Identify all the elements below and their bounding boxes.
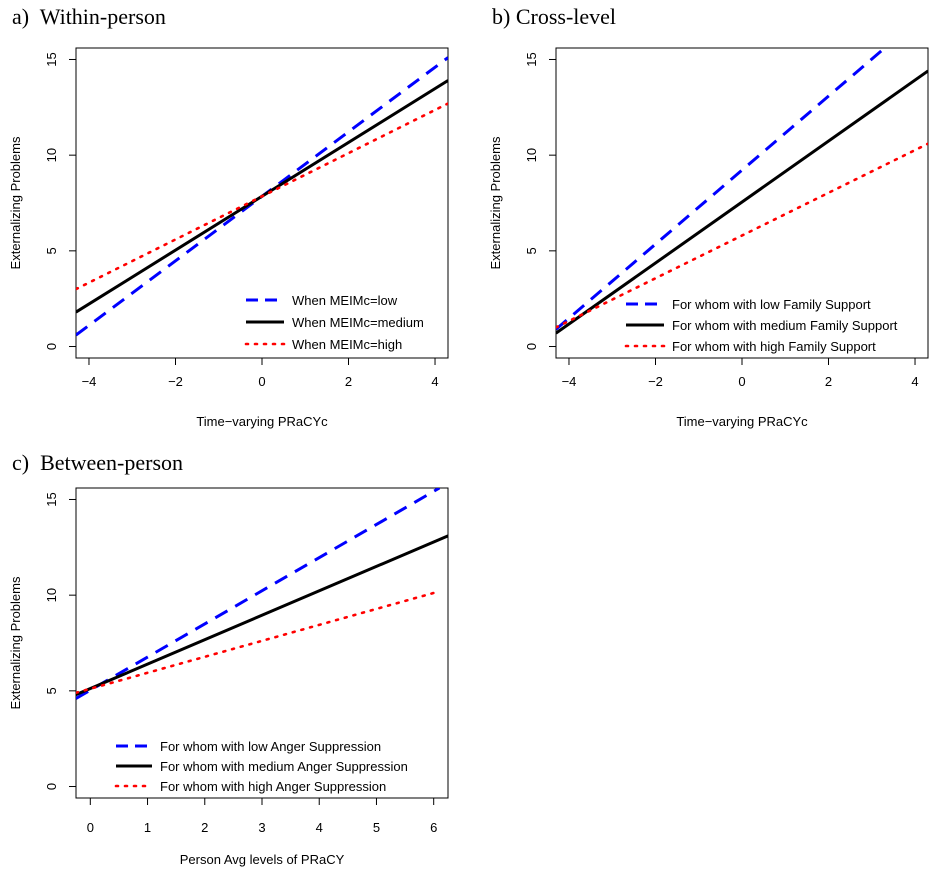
panel-a-legend-label-high: When MEIMc=high: [292, 337, 402, 352]
panel-b-x-tick-label: −2: [648, 374, 663, 389]
panel-c-x-tick-label: 5: [373, 820, 380, 835]
panel-c-legend-label-low: For whom with low Anger Suppression: [160, 739, 381, 754]
panel-c-x-axis-title: Person Avg levels of PRaCY: [180, 852, 345, 867]
panel-a-y-tick-label: 15: [44, 52, 59, 66]
panel-a-x-tick-label: −2: [168, 374, 183, 389]
panel-b-x-tick-label: 2: [825, 374, 832, 389]
panel-b-x-tick-label: 4: [911, 374, 918, 389]
panel-c-title: c) Between-person: [12, 450, 184, 475]
panel-c-y-tick-label: 5: [44, 687, 59, 694]
panel-c-x-tick-label: 6: [430, 820, 437, 835]
panel-b-legend-label-medium: For whom with medium Family Support: [672, 318, 898, 333]
panel-a-plot-frame: [75, 47, 449, 359]
panel-c-series-line-high: [76, 590, 441, 695]
panel-b-y-tick-label: 5: [524, 247, 539, 254]
panel-a-x-tick-label: 2: [345, 374, 352, 389]
panel-b-y-tick-label: 0: [524, 343, 539, 350]
panel-c-y-tick-label: 0: [44, 783, 59, 790]
panel-c-y-axis-title: Externalizing Problems: [8, 576, 23, 709]
panel-c-x-tick-label: 3: [258, 820, 265, 835]
panel-a-x-axis-title: Time−varying PRaCYc: [196, 414, 328, 429]
panel-b-legend-label-low: For whom with low Family Support: [672, 297, 871, 312]
panel-b-x-tick-label: −4: [562, 374, 577, 389]
panel-c-series-line-low: [76, 488, 441, 700]
panel-a-x-tick-label: 0: [258, 374, 265, 389]
panel-b-legend-label-high: For whom with high Family Support: [672, 339, 876, 354]
panel-c-legend-label-high: For whom with high Anger Suppression: [160, 779, 386, 794]
panel-a-y-tick-label: 10: [44, 148, 59, 162]
panel-c-y-tick-label: 15: [44, 492, 59, 506]
panel-a-y-axis-title: Externalizing Problems: [8, 136, 23, 269]
panel-a-title: a) Within-person: [12, 4, 166, 29]
panel-a-x-tick-label: 4: [431, 374, 438, 389]
panel-b-series-line-low: [556, 48, 886, 331]
panel-a-y-tick-label: 5: [44, 247, 59, 254]
panel-a-legend-label-low: When MEIMc=low: [292, 293, 398, 308]
panel-c-legend-label-medium: For whom with medium Anger Suppression: [160, 759, 408, 774]
panel-b-series-line-high: [556, 142, 928, 329]
panel-c-x-tick-label: 1: [144, 820, 151, 835]
panel-b-title: b) Cross-level: [492, 4, 617, 29]
panel-a-legend-label-medium: When MEIMc=medium: [292, 315, 424, 330]
panel-c-x-tick-label: 0: [87, 820, 94, 835]
panel-c-x-tick-label: 4: [316, 820, 323, 835]
panel-b-x-tick-label: 0: [738, 374, 745, 389]
panel-b-x-axis-title: Time−varying PRaCYc: [676, 414, 808, 429]
panel-c-x-tick-label: 2: [201, 820, 208, 835]
panel-a-x-tick-label: −4: [82, 374, 97, 389]
panel-b-series-line-medium: [556, 69, 928, 335]
panel-a-y-tick-label: 0: [44, 343, 59, 350]
panel-c-y-tick-label: 10: [44, 588, 59, 602]
panel-b-y-tick-label: 15: [524, 52, 539, 66]
panel-b-y-tick-label: 10: [524, 148, 539, 162]
panel-c-series-line-medium: [76, 534, 448, 697]
panel-a-series-line-high: [76, 102, 448, 291]
panel-b-y-axis-title: Externalizing Problems: [488, 136, 503, 269]
